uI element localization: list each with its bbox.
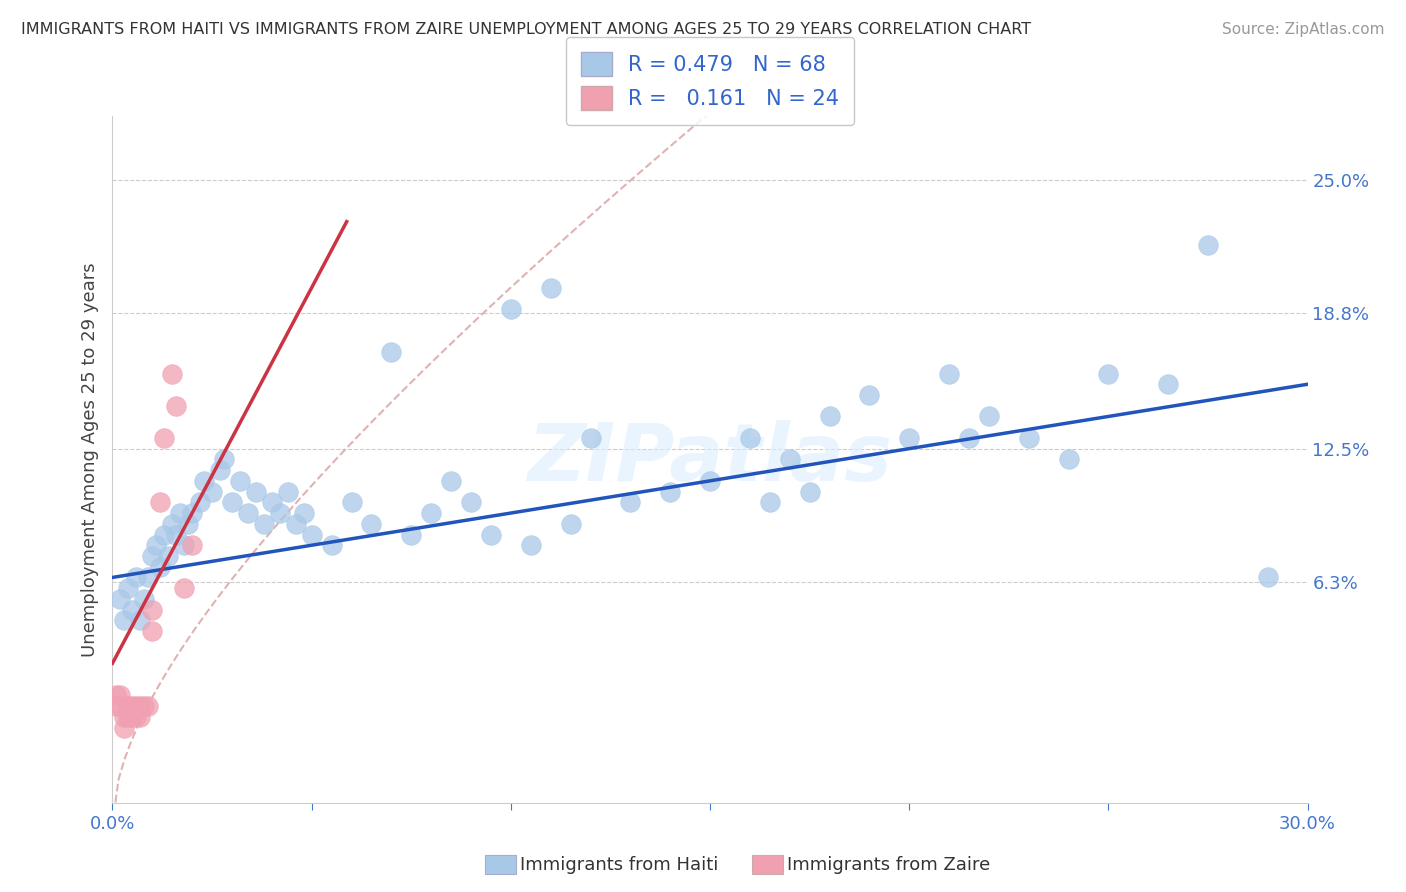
Point bbox=[499, 302, 522, 317]
Point bbox=[301, 527, 323, 541]
Point bbox=[121, 710, 143, 724]
Point bbox=[759, 495, 782, 509]
Point bbox=[181, 506, 204, 520]
Point bbox=[1018, 431, 1040, 445]
Point bbox=[117, 699, 139, 714]
Point bbox=[779, 452, 801, 467]
Point bbox=[117, 710, 139, 724]
Point bbox=[114, 710, 135, 724]
Point bbox=[129, 699, 152, 714]
Point bbox=[977, 409, 1000, 424]
Point bbox=[360, 516, 382, 531]
Text: Immigrants from Zaire: Immigrants from Zaire bbox=[787, 856, 991, 874]
Point bbox=[277, 484, 299, 499]
Point bbox=[619, 495, 641, 509]
Point bbox=[420, 506, 443, 520]
Point bbox=[110, 699, 132, 714]
Point bbox=[284, 516, 307, 531]
Point bbox=[957, 431, 980, 445]
Point bbox=[145, 538, 167, 552]
Point bbox=[141, 602, 163, 616]
Point bbox=[1097, 367, 1119, 381]
Point bbox=[560, 516, 582, 531]
Point bbox=[858, 388, 880, 402]
Point bbox=[125, 699, 148, 714]
Point bbox=[105, 689, 128, 703]
Point bbox=[699, 474, 721, 488]
Point bbox=[114, 721, 135, 735]
Point bbox=[110, 591, 132, 606]
Point bbox=[153, 527, 176, 541]
Point bbox=[121, 602, 143, 616]
Point bbox=[579, 431, 602, 445]
Point bbox=[938, 367, 960, 381]
Point bbox=[129, 613, 152, 627]
Y-axis label: Unemployment Among Ages 25 to 29 years: Unemployment Among Ages 25 to 29 years bbox=[80, 262, 98, 657]
Point bbox=[209, 463, 232, 477]
Point bbox=[125, 570, 148, 584]
Point bbox=[165, 399, 187, 413]
Point bbox=[659, 484, 682, 499]
Point bbox=[245, 484, 267, 499]
Text: ZIPatlas: ZIPatlas bbox=[527, 420, 893, 499]
Point bbox=[177, 516, 200, 531]
Point bbox=[114, 613, 135, 627]
Legend: R = 0.479   N = 68, R =   0.161   N = 24: R = 0.479 N = 68, R = 0.161 N = 24 bbox=[567, 37, 853, 125]
Point bbox=[253, 516, 276, 531]
Point bbox=[138, 699, 160, 714]
Point bbox=[134, 699, 156, 714]
Point bbox=[1157, 377, 1180, 392]
Point bbox=[738, 431, 761, 445]
Point bbox=[221, 495, 243, 509]
Point bbox=[173, 581, 195, 595]
Point bbox=[229, 474, 252, 488]
Point bbox=[149, 559, 172, 574]
Point bbox=[165, 527, 187, 541]
Point bbox=[1257, 570, 1279, 584]
Point bbox=[520, 538, 543, 552]
Point bbox=[440, 474, 463, 488]
Point bbox=[173, 538, 195, 552]
Point bbox=[105, 699, 128, 714]
Point bbox=[121, 699, 143, 714]
Point bbox=[799, 484, 821, 499]
Point bbox=[141, 624, 163, 639]
Point bbox=[460, 495, 482, 509]
Point bbox=[818, 409, 841, 424]
Point bbox=[138, 570, 160, 584]
Point bbox=[479, 527, 502, 541]
Text: IMMIGRANTS FROM HAITI VS IMMIGRANTS FROM ZAIRE UNEMPLOYMENT AMONG AGES 25 TO 29 : IMMIGRANTS FROM HAITI VS IMMIGRANTS FROM… bbox=[21, 22, 1031, 37]
Text: Immigrants from Haiti: Immigrants from Haiti bbox=[520, 856, 718, 874]
Point bbox=[110, 689, 132, 703]
Point bbox=[1197, 237, 1219, 252]
Point bbox=[212, 452, 235, 467]
Point bbox=[269, 506, 291, 520]
Point bbox=[134, 591, 156, 606]
Point bbox=[380, 345, 402, 359]
Point bbox=[540, 280, 562, 294]
Point bbox=[321, 538, 343, 552]
Point bbox=[149, 495, 172, 509]
Point bbox=[292, 506, 315, 520]
Point bbox=[340, 495, 363, 509]
Point bbox=[181, 538, 204, 552]
Point bbox=[898, 431, 921, 445]
Point bbox=[1057, 452, 1080, 467]
Point bbox=[141, 549, 163, 563]
Point bbox=[188, 495, 211, 509]
Point bbox=[117, 581, 139, 595]
Point bbox=[169, 506, 191, 520]
Point bbox=[162, 516, 183, 531]
Point bbox=[157, 549, 180, 563]
Text: Source: ZipAtlas.com: Source: ZipAtlas.com bbox=[1222, 22, 1385, 37]
Point bbox=[125, 710, 148, 724]
Point bbox=[260, 495, 283, 509]
Point bbox=[153, 431, 176, 445]
Point bbox=[201, 484, 224, 499]
Point bbox=[162, 367, 183, 381]
Point bbox=[401, 527, 423, 541]
Point bbox=[193, 474, 215, 488]
Point bbox=[129, 710, 152, 724]
Point bbox=[236, 506, 259, 520]
